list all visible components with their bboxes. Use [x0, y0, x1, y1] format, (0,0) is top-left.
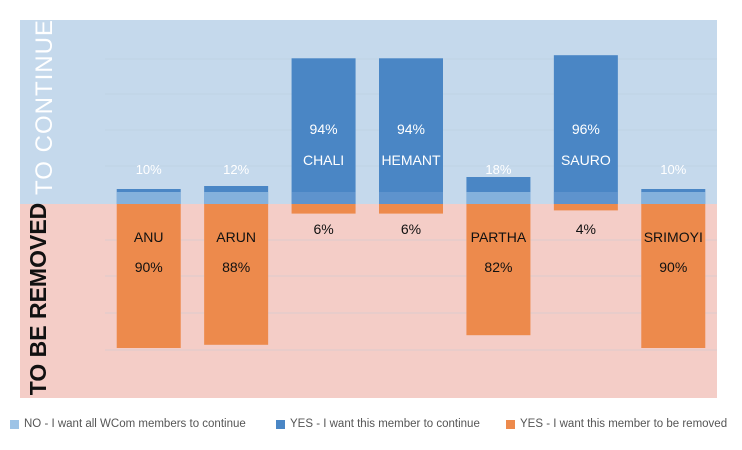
- category-label: HEMANT: [381, 152, 441, 168]
- data-label-continue-pct: 94%: [397, 121, 425, 137]
- category-label: SRIMOYI: [644, 229, 703, 245]
- data-label-no-pct: 10%: [136, 162, 162, 177]
- bar-removed: [116, 204, 181, 348]
- data-label-removed-pct: 88%: [222, 259, 250, 275]
- bar-continue-base: [291, 192, 356, 204]
- bar-no-base: [204, 192, 269, 204]
- legend: NO - I want all WCom members to continue…: [10, 418, 735, 438]
- bar-continue-base: [379, 192, 443, 204]
- legend-label: NO - I want all WCom members to continue: [24, 418, 246, 430]
- data-label-continue-pct: 94%: [310, 121, 338, 137]
- data-label-no-pct: 10%: [660, 162, 686, 177]
- region-label-to-be-removed: TO BE REMOVED: [25, 202, 51, 396]
- bar-continue-base: [553, 192, 618, 204]
- region-label-to-continue: TO CONTINUE: [31, 19, 58, 195]
- data-label-removed-pct: 90%: [135, 259, 163, 275]
- data-label-removed-pct: 90%: [659, 259, 687, 275]
- bar-no-base: [466, 192, 531, 204]
- legend-swatch: [276, 419, 285, 429]
- data-label-removed-pct: 82%: [484, 259, 512, 275]
- bar-no-base: [116, 192, 181, 204]
- bar-removed: [291, 204, 356, 214]
- data-label-removed-pct: 6%: [313, 221, 333, 237]
- category-label: CHALI: [303, 152, 344, 168]
- bar-continue: [379, 58, 443, 204]
- category-label: SAURO: [561, 152, 611, 168]
- legend-item-no-continue-all: NO - I want all WCom members to continue: [10, 418, 246, 430]
- category-label: ANU: [134, 229, 164, 245]
- bar-removed: [204, 204, 269, 345]
- category-label: ARUN: [216, 229, 256, 245]
- legend-item-yes-removed: YES - I want this member to be removed: [506, 418, 727, 430]
- legend-item-yes-continue: YES - I want this member to continue: [276, 418, 480, 430]
- data-label-no-pct: 18%: [485, 162, 511, 177]
- bar-no-base: [641, 192, 706, 204]
- bar-removed: [379, 204, 443, 214]
- bar-continue: [553, 55, 618, 205]
- category-label: PARTHA: [471, 229, 527, 245]
- data-label-no-pct: 12%: [223, 162, 249, 177]
- bar-removed: [641, 204, 706, 348]
- data-label-removed-pct: 4%: [576, 221, 596, 237]
- bar-continue: [291, 58, 356, 204]
- data-label-removed-pct: 6%: [401, 221, 421, 237]
- legend-label: YES - I want this member to continue: [290, 418, 480, 430]
- bar-removed: [466, 204, 531, 336]
- bar-removed: [553, 204, 618, 211]
- legend-label: YES - I want this member to be removed: [520, 418, 728, 430]
- data-label-continue-pct: 96%: [572, 121, 600, 137]
- legend-swatch: [506, 419, 515, 429]
- legend-swatch: [10, 419, 19, 429]
